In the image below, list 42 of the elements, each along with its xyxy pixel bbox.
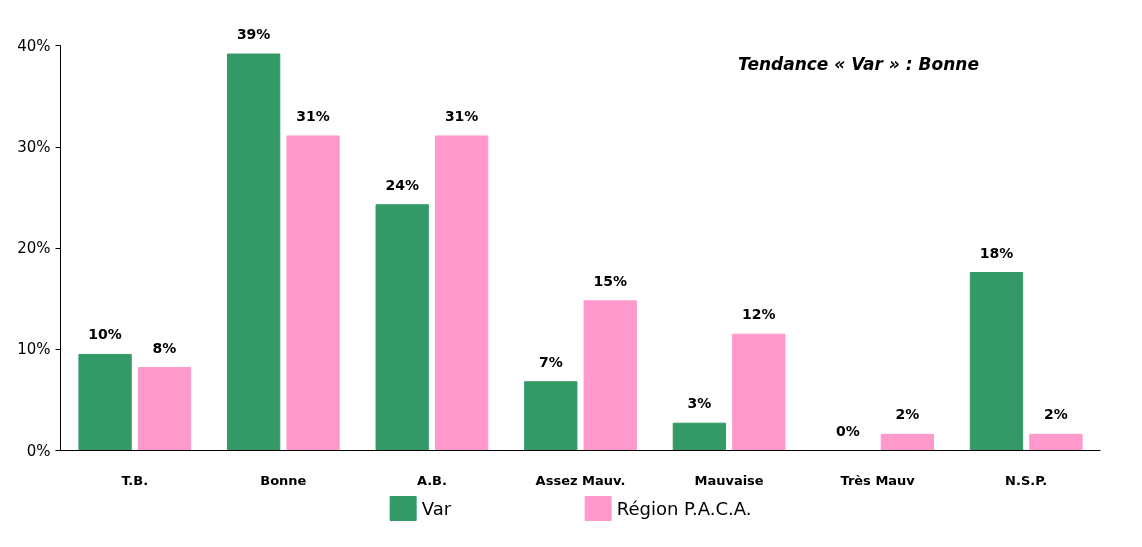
bar [524, 381, 578, 451]
x-tick-label: Bonne [260, 472, 307, 488]
bar [434, 135, 489, 451]
data-label: 15% [593, 272, 627, 289]
x-tick-label: Mauvaise [694, 472, 764, 488]
data-label: 18% [979, 244, 1014, 261]
bar [880, 433, 935, 451]
x-tick-label: N.S.P. [1005, 472, 1048, 488]
data-label: 10% [88, 326, 122, 343]
bar [672, 422, 727, 451]
data-label: 0% [836, 422, 860, 439]
bar [286, 135, 340, 451]
data-label: 39% [236, 26, 271, 43]
bar [226, 53, 281, 451]
bar [78, 353, 132, 451]
legend-label: Région P.A.C.A. [616, 498, 752, 519]
bar [375, 204, 429, 451]
data-label: 7% [538, 353, 563, 370]
x-tick-label: A.B. [416, 472, 447, 488]
data-label: 2% [895, 406, 920, 423]
x-tick-label: Très Mauv [840, 472, 916, 488]
legend-label: Var [421, 498, 452, 519]
y-tick-label: 40% [17, 36, 51, 55]
data-label: 24% [385, 176, 419, 193]
x-tick-label: T.B. [121, 472, 149, 488]
bar [969, 272, 1024, 451]
y-tick-label: 10% [17, 340, 51, 359]
bar [732, 333, 786, 451]
data-label: 8% [152, 339, 177, 356]
bar [583, 300, 637, 451]
data-label: 3% [687, 395, 712, 412]
data-label: 31% [444, 107, 479, 124]
data-label: 2% [1044, 406, 1068, 423]
y-tick-label: 0% [26, 441, 51, 460]
x-tick-label: Assez Mauv. [535, 472, 626, 488]
bar [1029, 433, 1083, 451]
data-label: 31% [296, 107, 330, 124]
y-tick-label: 30% [17, 138, 51, 157]
data-label: 12% [742, 306, 776, 323]
y-tick-label: 20% [17, 239, 51, 258]
annotation: Tendance « Var » : Bonne [737, 54, 979, 75]
bar [137, 367, 192, 451]
